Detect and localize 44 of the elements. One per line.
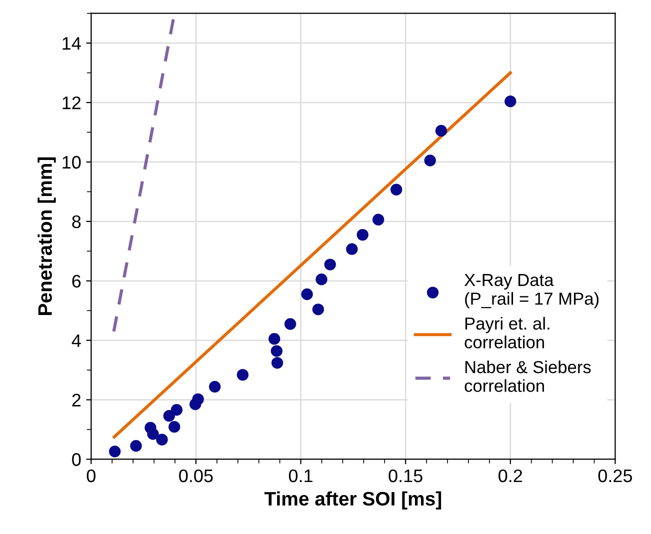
point	[108, 446, 121, 458]
y-tick-label: 2	[72, 394, 81, 406]
y-tick-label: 8	[72, 215, 81, 228]
point	[346, 243, 358, 255]
legend-label: Naber & Siebers correlation	[464, 360, 591, 392]
y-tick-label: 14	[62, 37, 81, 50]
point	[301, 288, 313, 300]
x-tick-label: 0.05	[179, 469, 213, 482]
point	[170, 404, 183, 416]
x-tick-label: 0.1	[288, 469, 312, 482]
point	[504, 95, 516, 108]
point	[324, 258, 336, 270]
y-tick-label: 6	[72, 274, 81, 288]
point	[424, 154, 436, 166]
point	[268, 333, 280, 345]
point	[316, 274, 328, 286]
y-axis-title: Penetration [mm]	[38, 157, 56, 315]
point	[312, 304, 324, 316]
x-tick-label: 0.15	[388, 469, 422, 482]
point	[271, 357, 284, 369]
point	[284, 318, 296, 330]
y-tick-label: 0	[72, 453, 81, 466]
legend-label: X-Ray Data (P_rail = 17 MPa)	[464, 274, 598, 308]
point	[156, 434, 168, 446]
point	[270, 345, 282, 357]
x-tick-label: 0.25	[598, 469, 632, 482]
x-tick-label: 0	[86, 469, 96, 482]
point	[130, 440, 142, 452]
point	[163, 410, 175, 422]
point	[192, 393, 204, 406]
y-tick-label: 12	[62, 96, 81, 110]
x-axis-title: Time after SOI [ms]	[264, 491, 442, 510]
x-tick-label: 0.2	[498, 469, 522, 482]
point	[147, 428, 159, 440]
point	[372, 214, 384, 226]
y-tick-label: 10	[62, 156, 81, 169]
point	[168, 420, 180, 433]
y-tick-label: 4	[72, 334, 81, 347]
legend-label: Payri et. al. correlation	[464, 316, 550, 348]
point	[208, 380, 221, 393]
point	[236, 368, 249, 381]
point	[435, 124, 448, 137]
point	[356, 228, 368, 241]
point	[390, 184, 402, 196]
